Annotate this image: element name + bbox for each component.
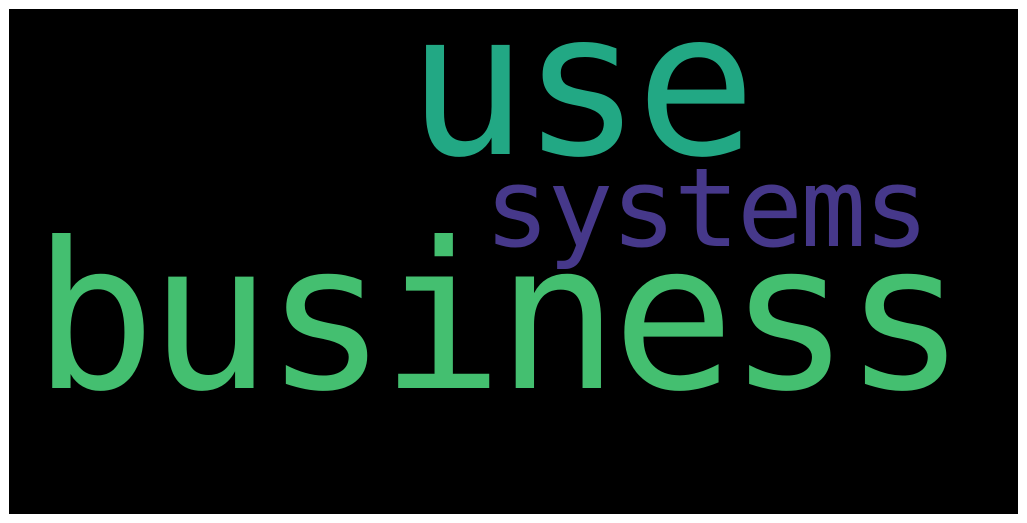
word-use: use [407, 9, 756, 202]
word-business: business [33, 200, 967, 437]
word-cloud-canvas: use systems business [9, 9, 1018, 514]
word-systems: systems [484, 144, 930, 272]
